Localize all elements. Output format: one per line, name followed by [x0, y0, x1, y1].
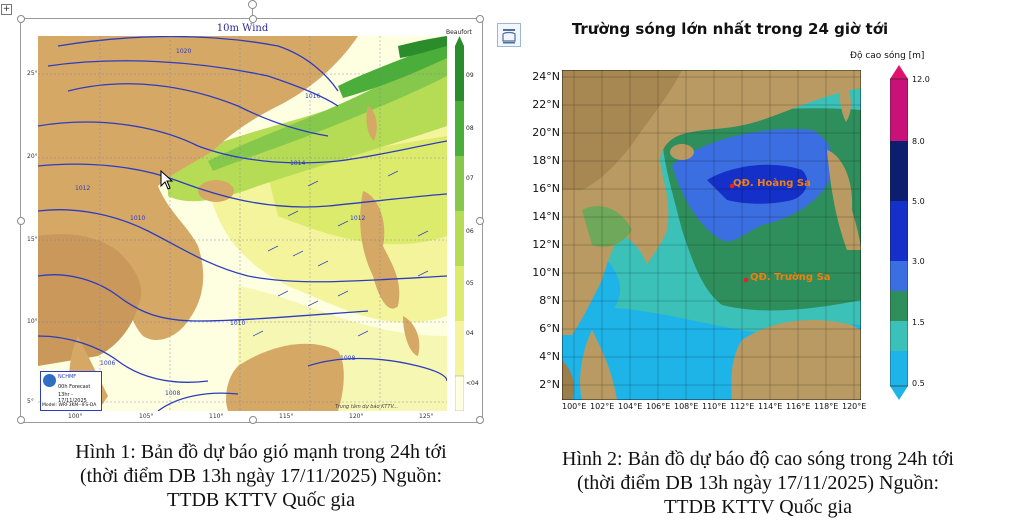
- figure1-caption-line: Hình 1: Bản đồ dự báo gió mạnh trong 24h…: [75, 441, 447, 463]
- colorbar-tick: 0.5: [912, 379, 925, 388]
- map1-lat-label: 20°: [27, 153, 38, 160]
- map1-lon-label: 120°: [349, 413, 364, 420]
- isobar-label: 1020: [176, 48, 192, 55]
- resize-handle-s[interactable]: [249, 416, 257, 424]
- map2-lon-label: 114°E: [758, 402, 783, 411]
- wind-forecast-map: [38, 36, 447, 411]
- map2-lon-label: 120°E: [842, 402, 867, 411]
- map2-lon-label: 118°E: [814, 402, 839, 411]
- beaufort-level-label: 08: [466, 125, 474, 132]
- isobar-label: 1010: [130, 215, 146, 222]
- figure2-caption-line: TTDB KTTV Quốc gia: [664, 496, 852, 518]
- colorbar-title: Độ cao sóng [m]: [850, 51, 925, 61]
- beaufort-level-label: 05: [466, 280, 474, 287]
- stamp-model: Model: WRF3KM--IFS-DA: [42, 403, 97, 408]
- wave-map-title: Trường sóng lớn nhất trong 24 giờ tới: [571, 20, 889, 38]
- map1-lon-label: 110°: [209, 413, 224, 420]
- map1-lon-label: 105°: [139, 413, 154, 420]
- map2-lon-label: 104°E: [618, 402, 643, 411]
- truong-sa-label: QĐ. Trường Sa: [750, 272, 831, 283]
- rotate-handle-stem: [252, 0, 253, 18]
- isobar-label: 1014: [290, 160, 306, 167]
- mouse-cursor-icon: [160, 170, 174, 190]
- nchmf-stamp: NCHMF 00h Forecast 13hr - 17/11/2025 Mod…: [40, 371, 102, 411]
- map1-footer-note: Trung tâm dự báo KTTV...: [335, 404, 399, 410]
- figure1-caption-line: (thời điểm DB 13h ngày 17/11/2025) Nguồn…: [79, 465, 443, 487]
- rotate-handle[interactable]: [248, 0, 257, 9]
- beaufort-level-label: 07: [466, 175, 474, 182]
- figure2-caption: Hình 2: Bản đồ dự báo độ cao sóng trong …: [515, 447, 1001, 519]
- isobar-label: 1010: [230, 320, 246, 327]
- map2-lat-label: 6°N: [539, 322, 560, 335]
- colorbar-tick: 3.0: [912, 257, 925, 266]
- map1-lon-label: 115°: [279, 413, 294, 420]
- map1-lat-label: 25°: [27, 70, 38, 77]
- map1-lat-label: 10°: [27, 318, 38, 325]
- map2-lat-label: 22°N: [532, 98, 560, 111]
- stamp-org: NCHMF: [58, 374, 77, 380]
- map2-lon-label: 116°E: [786, 402, 811, 411]
- map2-lon-label: 100°E: [562, 402, 587, 411]
- beaufort-level-label: 06: [466, 228, 474, 235]
- map1-lon-label: 100°: [68, 413, 83, 420]
- map2-lat-label: 20°N: [532, 126, 560, 139]
- figure2-caption-line: (thời điểm DB 13h ngày 17/11/2025) Nguồn…: [576, 472, 940, 494]
- resize-handle-nw[interactable]: [17, 15, 25, 23]
- beaufort-scale-bar: [455, 36, 464, 411]
- map2-lat-label: 8°N: [539, 294, 560, 307]
- beaufort-level-label: <04: [466, 380, 479, 387]
- stamp-time: 13hr - 17/11/2025: [58, 392, 87, 404]
- resize-handle-n[interactable]: [249, 15, 257, 23]
- figure2-caption-line: Hình 2: Bản đồ dự báo độ cao sóng trong …: [562, 448, 954, 470]
- wave-height-map: [562, 70, 861, 400]
- colorbar-tick: 12.0: [912, 75, 930, 84]
- figure1-caption: Hình 1: Bản đồ dự báo gió mạnh trong 24h…: [20, 440, 502, 512]
- isobar-label: 1008: [340, 355, 356, 362]
- map1-lon-label: 125°: [419, 413, 434, 420]
- map2-lon-label: 108°E: [674, 402, 699, 411]
- map2-lat-label: 16°N: [532, 182, 560, 195]
- resize-handle-sw[interactable]: [17, 416, 25, 424]
- map2-lat-label: 12°N: [532, 238, 560, 251]
- colorbar-tick: 1.5: [912, 318, 925, 327]
- beaufort-level-label: 04: [466, 330, 474, 337]
- beaufort-scale-title: Beaufort: [446, 29, 472, 36]
- map2-lon-label: 102°E: [590, 402, 615, 411]
- hoang-sa-marker: [729, 183, 735, 189]
- resize-handle-w[interactable]: [17, 217, 25, 225]
- colorbar-tick: 5.0: [912, 197, 925, 206]
- figure1-selection-frame[interactable]: [17, 15, 484, 424]
- map2-lon-label: 106°E: [646, 402, 671, 411]
- map2-lat-label: 14°N: [532, 210, 560, 223]
- map2-lat-label: 18°N: [532, 154, 560, 167]
- isobar-label: 1016: [305, 93, 321, 100]
- resize-handle-ne[interactable]: [476, 15, 484, 23]
- stamp-forecast: 00h Forecast: [58, 384, 91, 390]
- isobar-label: 1006: [100, 360, 116, 367]
- map1-lat-label: 5°: [27, 398, 34, 405]
- map2-lat-label: 2°N: [539, 378, 560, 391]
- map2-lat-label: 4°N: [539, 350, 560, 363]
- map2-lat-label: 24°N: [532, 70, 560, 83]
- resize-handle-se[interactable]: [476, 416, 484, 424]
- map2-lon-label: 110°E: [702, 402, 727, 411]
- map2-lat-label: 10°N: [532, 266, 560, 279]
- isobar-label: 1012: [75, 185, 91, 192]
- resize-handle-e[interactable]: [476, 217, 484, 225]
- nchmf-logo-icon: [43, 374, 56, 387]
- figure1-caption-line: TTDB KTTV Quốc gia: [167, 489, 355, 511]
- colorbar-tick: 8.0: [912, 137, 925, 146]
- hoang-sa-label: QĐ. Hoàng Sa: [733, 178, 811, 189]
- move-handle-icon[interactable]: +: [1, 4, 12, 15]
- layout-options-icon[interactable]: [497, 23, 521, 47]
- wave-height-colorbar: [890, 65, 908, 400]
- map2-lon-label: 112°E: [730, 402, 755, 411]
- isobar-label: 1008: [165, 390, 181, 397]
- isobar-label: 1012: [350, 215, 366, 222]
- truong-sa-marker: [743, 277, 749, 283]
- wind-map-title: 10m Wind: [216, 23, 269, 34]
- map1-lat-label: 15°: [27, 236, 38, 243]
- beaufort-level-label: 09: [466, 72, 474, 79]
